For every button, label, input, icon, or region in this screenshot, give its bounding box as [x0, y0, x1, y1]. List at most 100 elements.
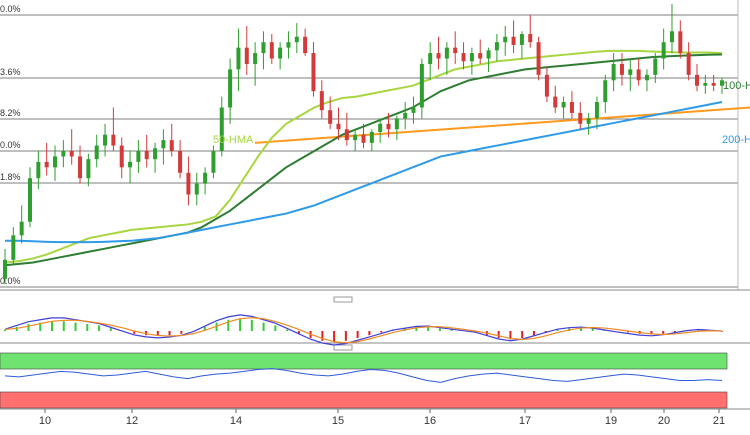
candle [686, 42, 691, 81]
candle [353, 129, 358, 151]
candle-body [720, 80, 724, 86]
candle-body [169, 140, 174, 151]
candle [703, 74, 708, 94]
x-tick-label: 17 [519, 415, 531, 427]
candle-body [44, 161, 49, 168]
candle-body [11, 235, 16, 260]
candle-body [69, 151, 74, 157]
candle [153, 142, 158, 173]
candle-body [378, 123, 383, 132]
candle-body [361, 134, 366, 143]
fib-level-label: 3.6% [0, 67, 21, 77]
candle [678, 20, 683, 59]
candle-body [311, 53, 316, 92]
candle-body [569, 102, 574, 113]
fib-level-label: 8.2% [0, 108, 21, 118]
candle [661, 28, 666, 70]
candle [261, 31, 266, 70]
candle [94, 134, 99, 168]
candle [694, 63, 699, 92]
rsi-line [4, 368, 723, 383]
candle-body [53, 156, 58, 168]
x-tick-label: 16 [424, 415, 436, 427]
candle-body [669, 31, 674, 43]
candle-body [336, 123, 341, 130]
candle [53, 145, 58, 181]
candle [394, 115, 399, 141]
candle-body [261, 42, 266, 54]
candle [519, 31, 524, 59]
candle [36, 151, 41, 190]
panel-resize-handle[interactable] [333, 296, 353, 303]
candle-body [269, 42, 274, 59]
candle-body [436, 53, 441, 59]
candle [653, 53, 658, 83]
candle [561, 96, 566, 119]
candle-body [328, 110, 333, 124]
candle [236, 28, 241, 92]
candle-body [186, 172, 191, 195]
rsi-overbought-zone [0, 352, 728, 370]
x-tick-label: 10 [39, 415, 51, 427]
macd-panel [0, 314, 750, 346]
candle [720, 77, 724, 94]
candle [553, 85, 558, 113]
candle-body [653, 58, 658, 75]
candle-body [619, 63, 624, 75]
candle [436, 36, 441, 70]
candle-body [636, 69, 641, 81]
candle [453, 31, 458, 64]
candle [669, 4, 674, 54]
candle-body [586, 118, 591, 124]
candle [486, 47, 491, 73]
candle [136, 140, 141, 173]
candle-body [561, 102, 566, 108]
x-tick-label: 15 [332, 415, 344, 427]
candle [11, 227, 16, 266]
panel-resize-handle[interactable] [333, 344, 353, 351]
candle-body [394, 118, 399, 130]
candle [386, 112, 391, 138]
candle-body [144, 151, 149, 160]
candle-body [461, 53, 466, 62]
candle [494, 34, 499, 62]
candle-body [103, 134, 108, 146]
candle [711, 74, 716, 92]
candle [594, 96, 599, 130]
ma-line-50-hma [4, 49, 723, 264]
candle-body [228, 69, 233, 108]
candle-body [294, 36, 299, 43]
rsi-oversold-zone [0, 391, 728, 409]
candle [44, 142, 49, 176]
candle-body [428, 53, 433, 64]
candle-body [453, 47, 458, 54]
candle-body [61, 151, 66, 157]
candlesticks [3, 4, 724, 285]
candle-body [111, 134, 116, 146]
candle [61, 140, 66, 168]
candle-body [219, 107, 224, 151]
candle-body [503, 36, 508, 43]
fib-level-label: 0.0% [0, 4, 21, 14]
candle [628, 58, 633, 92]
candle [211, 145, 216, 179]
candle-body [36, 161, 41, 179]
candle-body [178, 151, 183, 173]
candle-body [578, 112, 583, 124]
x-tick-label: 20 [658, 415, 670, 427]
candle-body [411, 107, 416, 113]
candle [644, 69, 649, 92]
candle [511, 20, 516, 54]
x-tick-label: 21 [713, 415, 725, 427]
candle [419, 58, 424, 119]
candle [403, 102, 408, 130]
ma-label: 100-H [723, 80, 750, 92]
candle-body [553, 96, 558, 108]
x-tick-label: 19 [605, 415, 617, 427]
candle-body [353, 134, 358, 141]
candle-body [119, 145, 124, 168]
candle [344, 112, 349, 146]
candle [444, 42, 449, 75]
